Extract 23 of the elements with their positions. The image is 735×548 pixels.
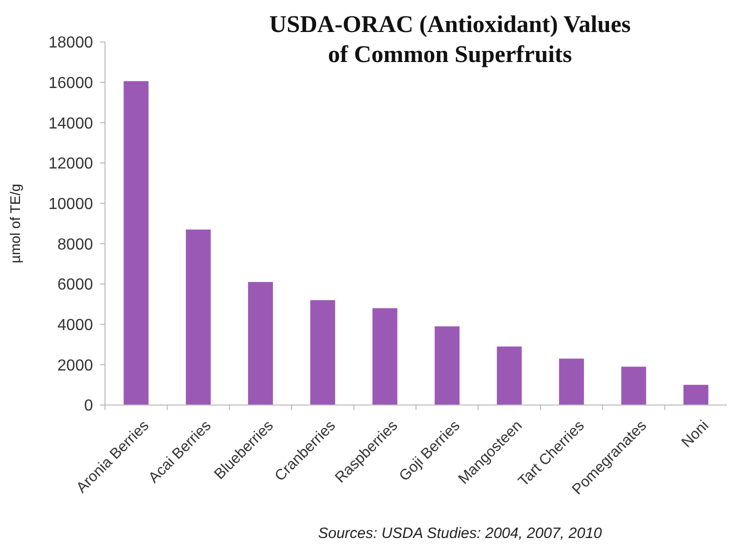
bar: [559, 358, 584, 405]
bar: [496, 346, 522, 405]
y-tick-label: 18000: [48, 34, 94, 52]
bar: [434, 326, 460, 405]
y-tick-label: 2000: [57, 357, 94, 374]
y-tick-label: 6000: [57, 276, 94, 294]
y-tick-label: 4000: [57, 316, 94, 334]
bar: [124, 81, 149, 405]
chart-title: USDA-ORAC (Antioxidant) Values of Common Superfruits: [269, 12, 631, 68]
bar: [248, 282, 273, 405]
bar: [372, 308, 398, 405]
y-tick-label: 14000: [48, 115, 94, 132]
source-note: Sources: USDA Studies: 2004, 2007, 2010: [318, 525, 603, 542]
y-tick-label: 0: [84, 398, 94, 415]
y-tick-label: 16000: [48, 74, 94, 92]
bar: [186, 230, 211, 405]
y-axis-title: µmol of TE/g: [7, 184, 23, 264]
bar: [310, 300, 336, 405]
y-tick-label: 12000: [48, 156, 94, 173]
bar: [621, 366, 646, 405]
bar: [683, 384, 708, 405]
y-tick-label: 10000: [48, 196, 94, 213]
y-tick-label: 8000: [57, 236, 94, 254]
